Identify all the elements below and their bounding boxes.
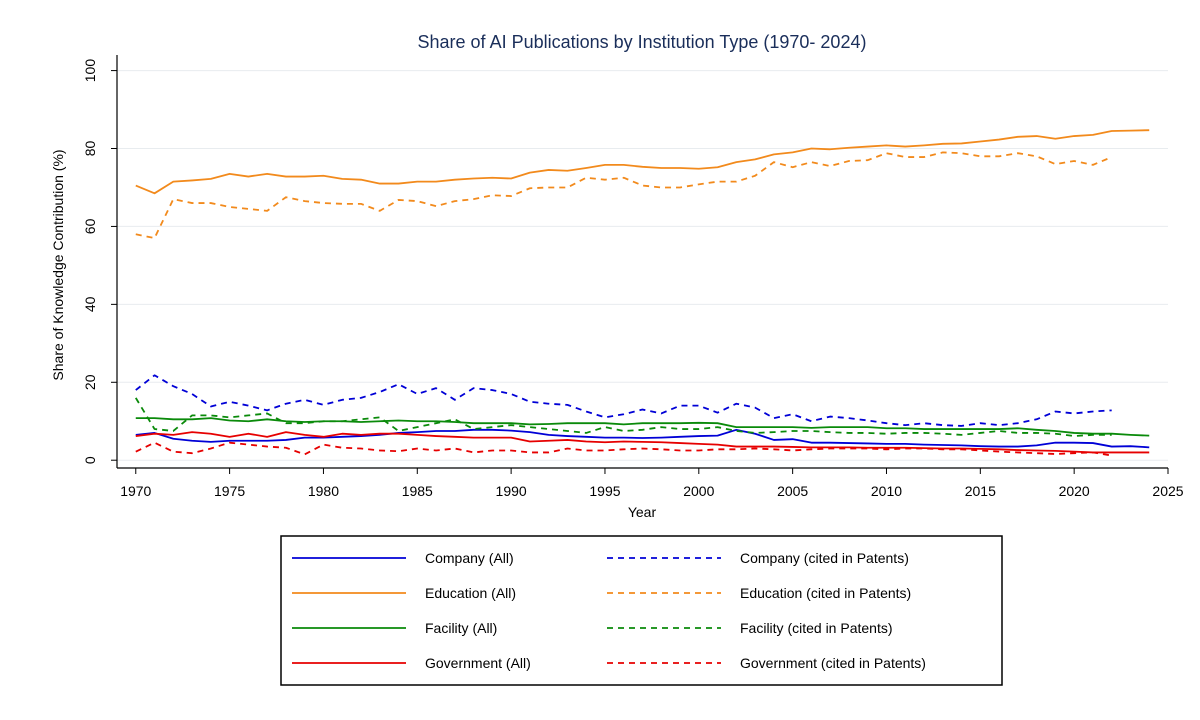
series-line-education-cited-in-patents [135, 151, 1113, 240]
x-tick-label: 2010 [871, 483, 902, 499]
x-tick-label: 1990 [496, 483, 527, 499]
y-tick-label: 40 [82, 296, 98, 312]
series-line-government-cited-in-patents [135, 441, 1112, 457]
legend: Company (All) Education (All) Facility (Al… [280, 535, 1003, 686]
legend-label: Facility (All) [425, 620, 497, 636]
series-line-facility-cited-in-patents [134, 397, 1112, 437]
y-axis-title: Share of Knowledge Contribution (%) [50, 149, 66, 380]
y-tick-label: 80 [82, 141, 98, 157]
axes: 0 20 40 60 80 100 1970 1975 1980 1985 1990 1995 2000… [82, 55, 1184, 499]
series-line-government-all [135, 431, 1150, 454]
series-line-company-all [135, 428, 1150, 449]
series-lines [134, 129, 1150, 457]
legend-label: Company (All) [425, 550, 514, 566]
legend-label: Education (All) [425, 585, 516, 601]
x-tick-label: 1985 [402, 483, 433, 499]
series-line-facility-all [135, 417, 1150, 437]
x-tick-label: 1980 [308, 483, 339, 499]
series-line-education-all [135, 129, 1150, 195]
legend-label: Facility (cited in Patents) [740, 620, 893, 636]
x-tick-label: 1995 [589, 483, 620, 499]
series-line-company-cited-in-patents [135, 374, 1112, 427]
x-tick-label: 1970 [120, 483, 151, 499]
y-tick-label: 0 [82, 456, 98, 464]
legend-label: Company (cited in Patents) [740, 550, 909, 566]
legend-label: Government (All) [425, 655, 531, 671]
x-tick-label: 2020 [1059, 483, 1090, 499]
y-tick-label: 60 [82, 218, 98, 234]
gridlines [117, 70, 1168, 461]
x-tick-label: 2000 [683, 483, 714, 499]
x-tick-label: 2025 [1152, 483, 1183, 499]
x-tick-label: 2015 [965, 483, 996, 499]
legend-label: Government (cited in Patents) [740, 655, 926, 671]
legend-box [280, 535, 1003, 686]
y-tick-label: 20 [82, 374, 98, 390]
chart-title: Share of AI Publications by Institution … [418, 32, 867, 52]
x-tick-label: 1975 [214, 483, 245, 499]
legend-label: Education (cited in Patents) [740, 585, 911, 601]
y-tick-label: 100 [82, 59, 98, 83]
x-axis-title: Year [628, 504, 657, 520]
x-tick-label: 2005 [777, 483, 808, 499]
